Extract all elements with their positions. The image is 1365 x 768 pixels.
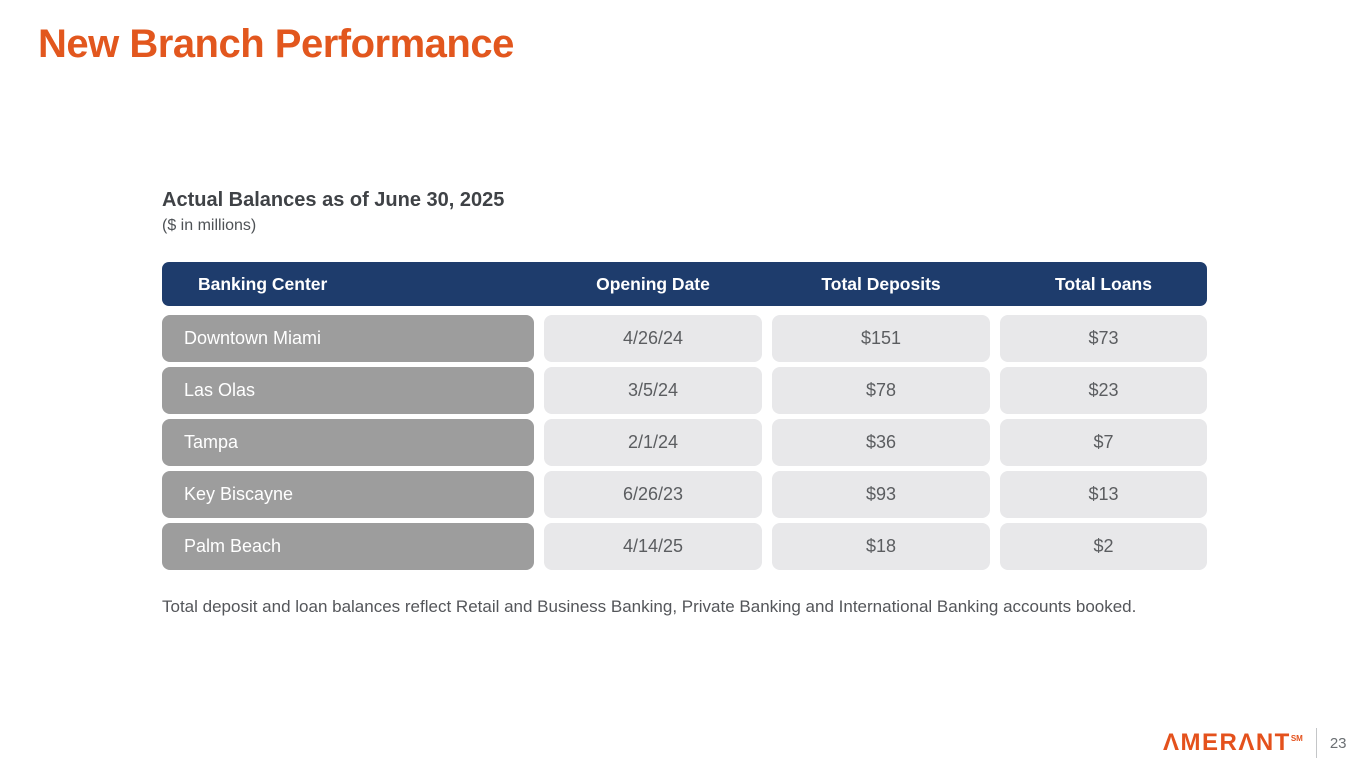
table-units-note: ($ in millions) <box>162 217 257 234</box>
table-row: Las Olas 3/5/24 $78 $23 <box>162 367 1207 414</box>
total-loans-cell: $2 <box>1000 523 1207 570</box>
column-header-banking-center: Banking Center <box>198 273 328 294</box>
amerant-logo-sm-mark: SM <box>1290 734 1303 743</box>
banking-center-cell: Tampa <box>162 419 534 466</box>
total-loans-cell: $73 <box>1000 315 1207 362</box>
banking-center-cell: Palm Beach <box>162 523 534 570</box>
total-loans-cell: $23 <box>1000 367 1207 414</box>
table-header-row: Banking Center Opening Date Total Deposi… <box>162 262 1207 306</box>
page-title: New Branch Performance <box>38 22 514 66</box>
table-row: Tampa 2/1/24 $36 $7 <box>162 419 1207 466</box>
balances-table: Banking Center Opening Date Total Deposi… <box>162 262 1207 570</box>
table-row: Downtown Miami 4/26/24 $151 $73 <box>162 315 1207 362</box>
table-row: Key Biscayne 6/26/23 $93 $13 <box>162 471 1207 518</box>
total-loans-cell: $13 <box>1000 471 1207 518</box>
footnote: Total deposit and loan balances reflect … <box>162 597 1137 616</box>
banking-center-cell: Downtown Miami <box>162 315 534 362</box>
opening-date-cell: 4/14/25 <box>544 523 762 570</box>
total-deposits-cell: $93 <box>772 471 990 518</box>
column-header-total-loans: Total Loans <box>1055 273 1152 294</box>
banking-center-cell: Key Biscayne <box>162 471 534 518</box>
banking-center-cell: Las Olas <box>162 367 534 414</box>
total-deposits-cell: $36 <box>772 419 990 466</box>
opening-date-cell: 3/5/24 <box>544 367 762 414</box>
amerant-logo-text: ΛMERΛNT <box>1163 729 1291 756</box>
table-row: Palm Beach 4/14/25 $18 $2 <box>162 523 1207 570</box>
page-number: 23 <box>1329 734 1347 752</box>
amerant-logo: ΛMERΛNTSM <box>1163 729 1303 757</box>
footer-divider <box>1315 728 1317 758</box>
total-deposits-cell: $18 <box>772 523 990 570</box>
column-header-opening-date: Opening Date <box>596 273 710 294</box>
total-deposits-cell: $78 <box>772 367 990 414</box>
opening-date-cell: 4/26/24 <box>544 315 762 362</box>
column-header-total-deposits: Total Deposits <box>821 273 941 294</box>
slide-footer: ΛMERΛNTSM 23 <box>1163 728 1347 758</box>
opening-date-cell: 2/1/24 <box>544 419 762 466</box>
total-loans-cell: $7 <box>1000 419 1207 466</box>
total-deposits-cell: $151 <box>772 315 990 362</box>
opening-date-cell: 6/26/23 <box>544 471 762 518</box>
table-heading: Actual Balances as of June 30, 2025 <box>162 189 505 211</box>
